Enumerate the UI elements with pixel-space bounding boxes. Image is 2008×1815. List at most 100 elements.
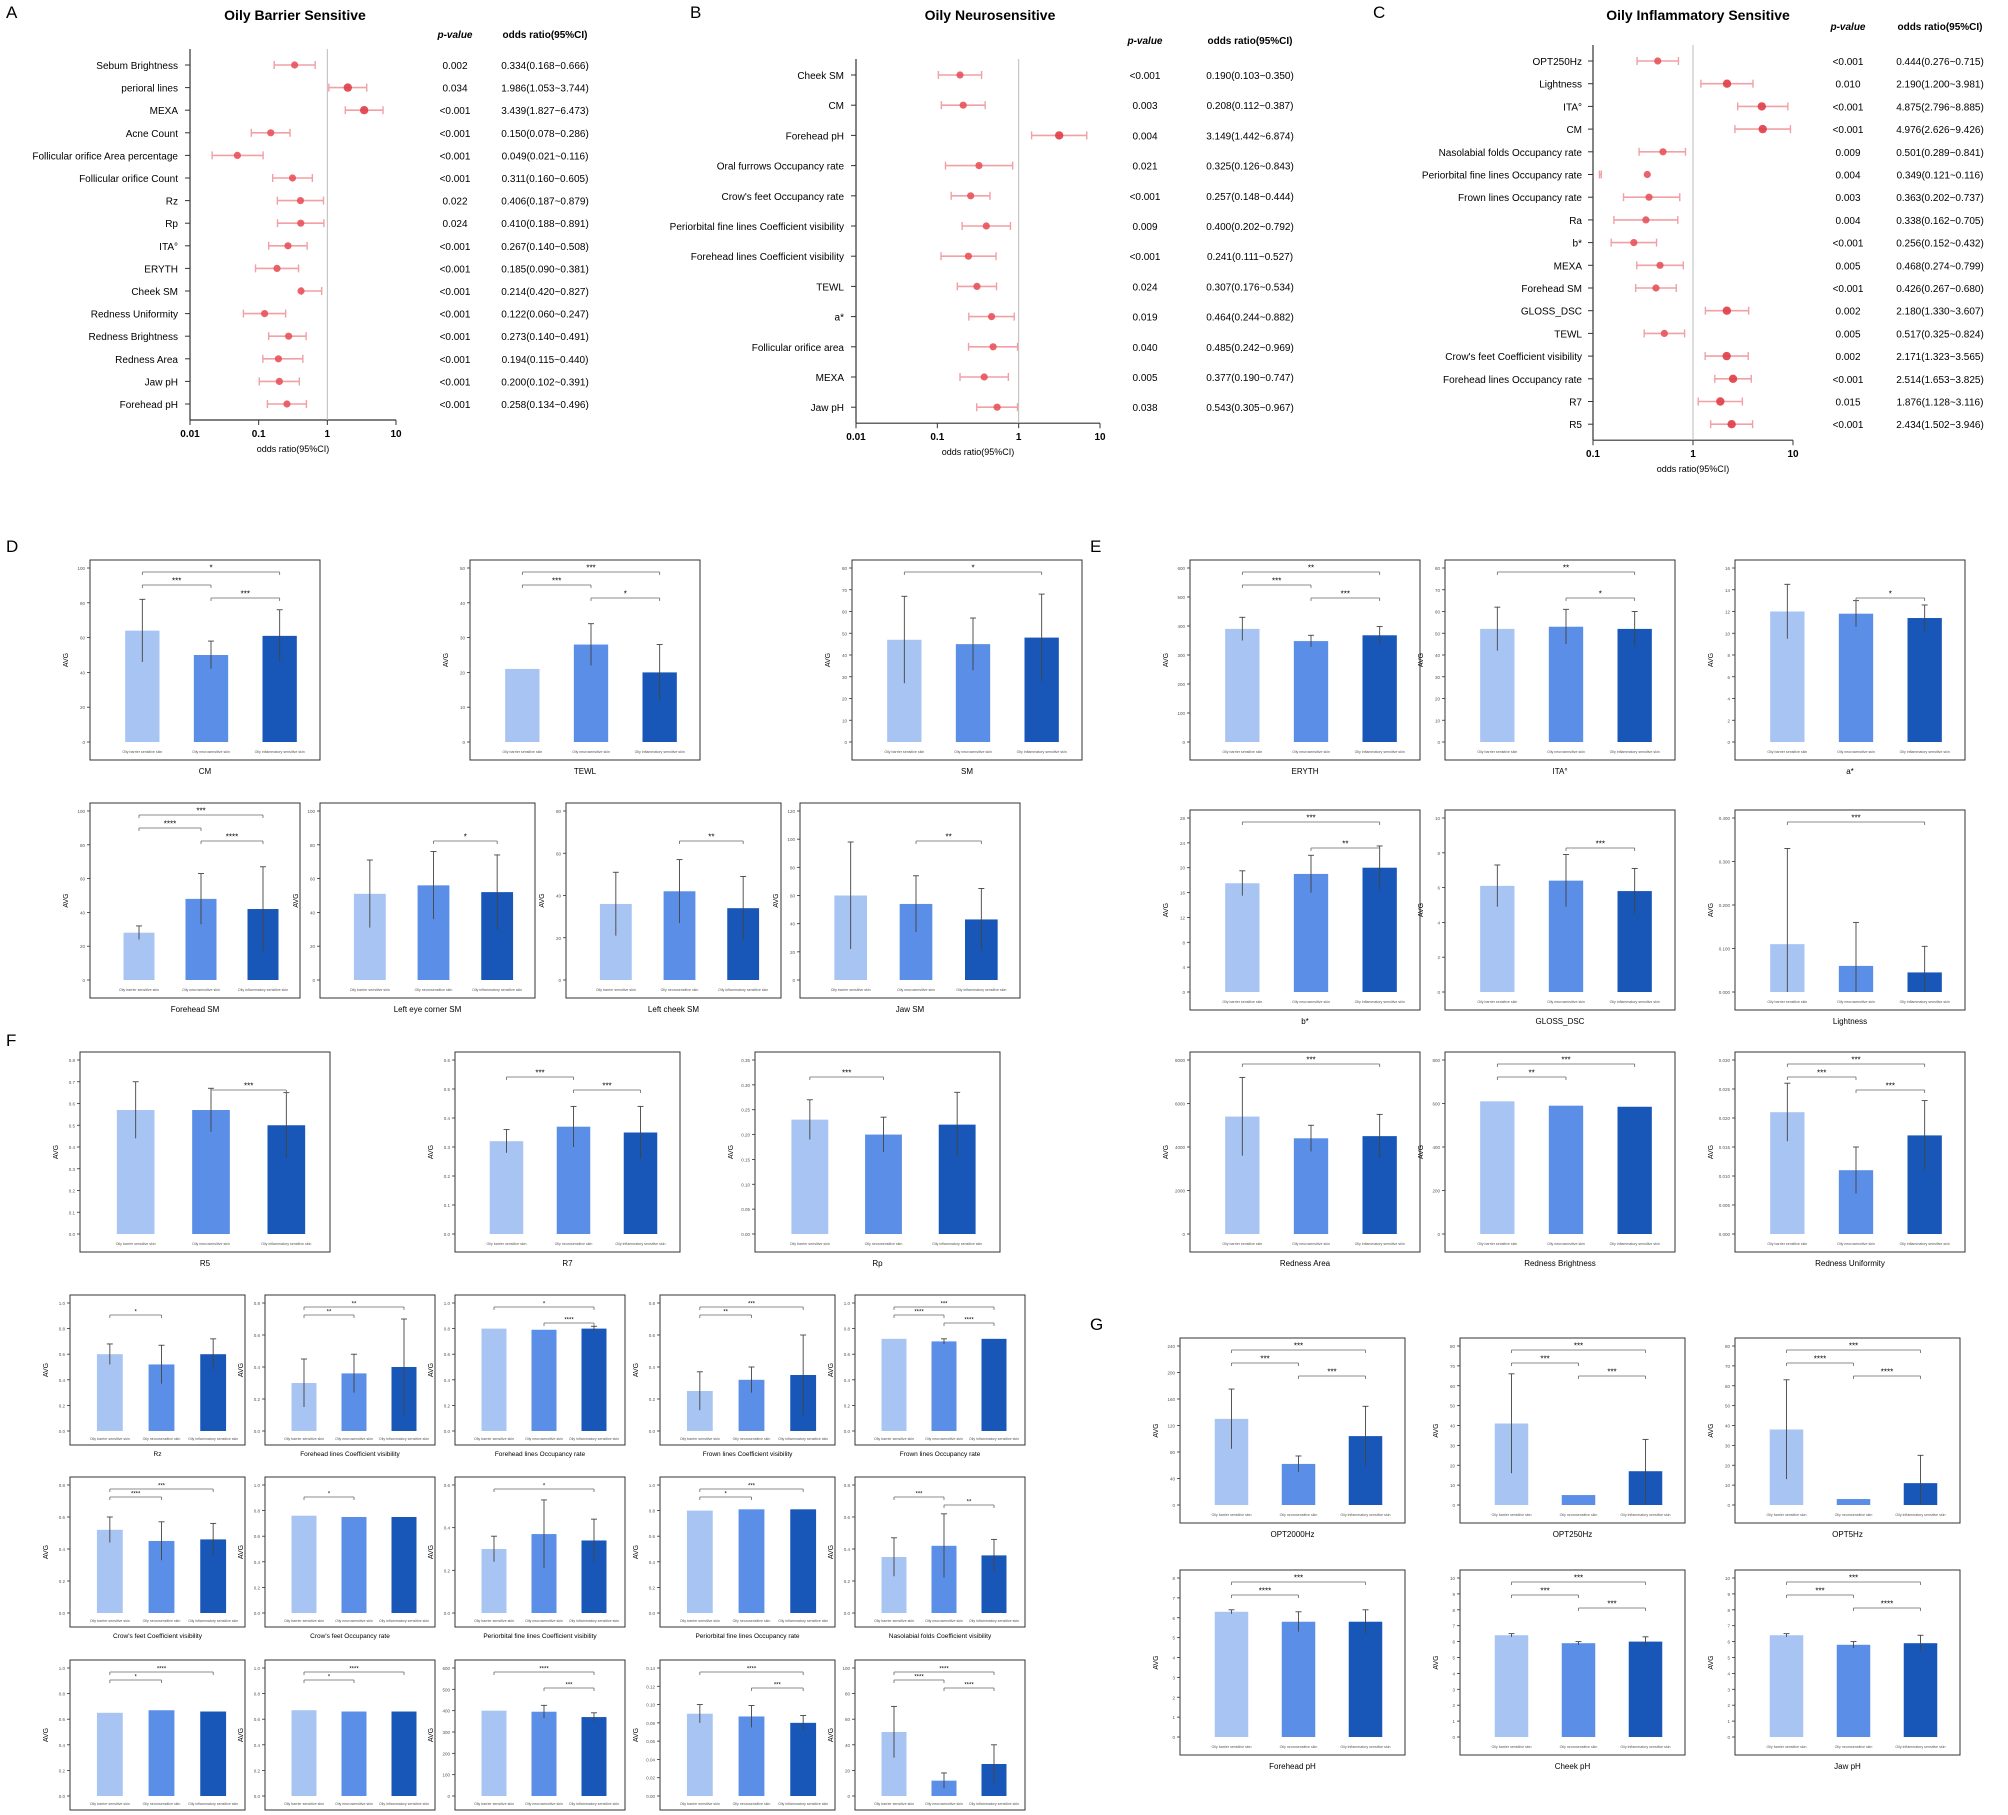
significance-label: **** [914,1675,924,1681]
bar-chart-follicular-orifice-percentage: 0.00 0.02 0.04 0.06 0.08 0.10 0.12 0.14 AVG Oily … [633,1659,836,1811]
bar-y-tick-label: 1.0 [59,1301,66,1306]
significance-label: *** [1561,1056,1570,1065]
bar-chart-left-eye-corner-sm: 0 20 40 60 80 100 AVG Oily barrier sensitive sk… [293,802,536,1014]
forest-point [359,106,369,115]
significance-label: ** [327,1310,332,1316]
bar-chart-frame [659,1659,836,1811]
bar-y-tick-label: 0.8 [59,1692,66,1697]
bar-y-axis-label: AVG [1163,653,1170,667]
bar-x-tick-label: Oily neurosensitive skin [1835,1513,1873,1517]
significance-label: **** [939,1667,949,1673]
significance-label: * [624,590,627,599]
bar-y-axis-label: AVG [63,893,70,907]
forest-p-value: <0.001 [440,355,471,366]
bar-x-tick-label: Oily barrier sensitive skin [1222,1242,1262,1246]
bar-y-tick-label: 0.08 [646,1721,655,1726]
forest-point [267,129,275,137]
forest-or-text: 0.241(0.111~0.527) [1207,252,1293,263]
significance-label: **** [539,1667,549,1673]
bar [1836,1644,1871,1737]
bar-y-tick-label: 40 [1170,1477,1176,1482]
bar-x-tick-label: Oily neurosensitive skin [525,1619,563,1623]
bar [1548,626,1584,742]
bar [531,1329,557,1431]
significance-label: *** [1306,1056,1315,1065]
forest-x-tick-label: 0.1 [252,429,266,440]
bar-chart-opt5hz: 0 10 20 30 40 50 60 70 80 AVG Oily barrier sensiti… [1708,1337,1961,1539]
bar-y-tick-label: 60 [790,894,796,899]
bar-chart-frame [69,1294,246,1446]
bar-y-tick-label: 0.0 [844,1429,851,1434]
bar [738,1716,765,1796]
bar [1293,873,1329,992]
bar-y-tick-label: 0.0 [254,1429,261,1434]
bar-x-tick-label: Oily barrier sensitive skin [680,1437,720,1441]
bar-y-tick-label: 0.010 [1719,1174,1731,1179]
significance-label: **** [747,1667,757,1673]
bar-y-tick-label: 0.6 [444,1352,451,1357]
bar-y-tick-label: 0.4 [69,1145,76,1150]
bar-y-tick-label: 4 [1727,697,1730,702]
forest-point [980,373,988,381]
bar [1548,1105,1584,1234]
bar-y-tick-label: 0 [844,740,847,745]
bar-y-tick-label: 60 [1450,1384,1456,1389]
bar-x-tick-label: Oily neurosensitive skin [925,1619,963,1623]
bar-y-tick-label: 0.10 [646,1703,655,1708]
bar-y-tick-label: 0.0 [844,1611,851,1616]
bar-x-tick-label: Oily barrier sensitive skin [350,988,390,992]
bar-y-tick-label: 60 [80,636,86,641]
bar [148,1710,175,1796]
bar-x-tick-label: Oily inflammatory sensitive skin [1340,1745,1390,1749]
bar-y-tick-label: 0 [1172,1503,1175,1508]
bar-y-tick-label: 28 [1180,816,1186,821]
panel-letter-e: E [1090,537,1101,556]
bar-y-tick-label: 300 [442,1730,450,1735]
bar-x-tick-label: Oily neurosensitive skin [897,988,935,992]
bar-x-axis-label: Rz [154,1451,162,1458]
forest-x-tick-label: 0.01 [180,429,200,440]
bar-y-tick-label: 0.0 [59,1794,66,1799]
bar-chart-frame [754,1051,1001,1253]
bar-y-tick-label: 10 [1725,1483,1731,1488]
forest-row-label: MEXA [816,373,845,384]
forest-point [967,192,975,200]
forest-or-text: 0.410(0.188~0.891) [501,219,589,230]
significance-label: *** [586,564,595,573]
significance-label: **** [1814,1355,1826,1364]
bar-x-tick-label: Oily barrier sensitive skin [1492,1745,1532,1749]
forest-point [1728,374,1738,383]
forest-or-text: 0.273(0.140~0.491) [501,332,589,343]
bar-y-tick-label: 8 [1727,653,1730,658]
bar-chart-rz: 0.0 0.2 0.4 0.6 0.8 1.0 AVG Oily barrier sensit… [43,1294,246,1458]
bar-x-axis-label: OPT5Hz [1832,1530,1863,1539]
significance-label: *** [1607,1600,1616,1609]
bar-chart-acne-count: 0 20 40 60 80 100 AVG Oily barrier sensitive sk… [828,1659,1026,1811]
bar-y-tick-label: 200 [442,1751,450,1756]
forest-or-text: 4.875(2.796~8.885) [1896,102,1984,113]
bar-y-tick-label: 70 [1725,1364,1731,1369]
forest-x-tick-label: 10 [390,429,402,440]
bar-y-tick-label: 60 [310,877,316,882]
bar-y-tick-label: 1.0 [59,1666,66,1671]
significance-label: *** [1815,1587,1824,1596]
forest-p-value: <0.001 [1833,57,1864,68]
significance-label: ** [352,1302,357,1308]
bar-x-tick-label: Oily neurosensitive skin [925,1802,963,1806]
significance-label: *** [1574,1342,1583,1351]
bar [1836,1499,1871,1505]
forest-or-text: 0.406(0.187~0.879) [501,197,589,208]
bar-x-tick-label: Oily neurosensitive skin [733,1802,771,1806]
bar-x-axis-label: Redness Uniformity [1815,1259,1885,1268]
forest-row-label: Redness Brightness [89,332,179,343]
forest-point [1727,420,1736,429]
bar-y-tick-label: 0.000 [1719,1232,1731,1237]
bar-x-axis-label: Forehead lines Occupancy rate [495,1451,586,1458]
bar-x-tick-label: Oily neurosensitive skin [1292,1242,1330,1246]
forest-row-label: Forehead lines Occupancy rate [1443,375,1582,386]
bar-y-tick-label: 0.4 [444,1116,451,1121]
forest-row-label: MEXA [150,106,179,117]
forest-row-label: Crow's feet Occupancy rate [721,192,844,203]
bar-x-tick-label: Oily barrier sensitive skin [284,1437,324,1441]
bar-y-tick-label: 0 [447,1794,450,1799]
